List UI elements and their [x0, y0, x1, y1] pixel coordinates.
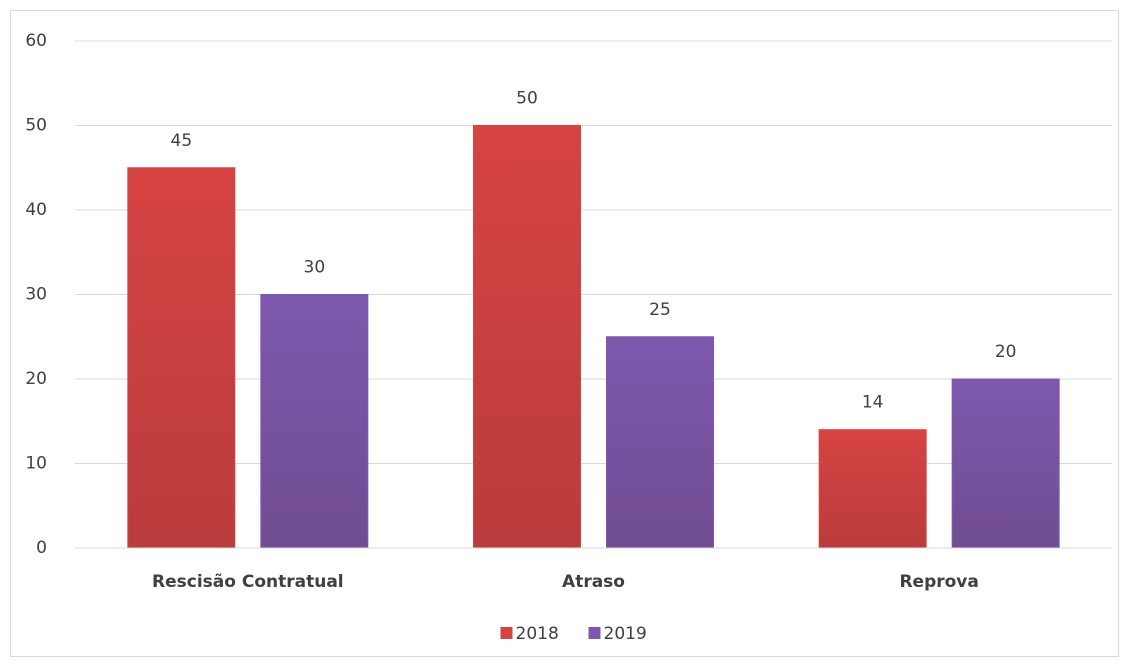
data-label: 14	[862, 393, 884, 413]
bar	[951, 378, 1060, 549]
x-tick-label: Reprova	[899, 572, 978, 592]
bar	[127, 167, 236, 549]
y-tick-label: 60	[25, 31, 47, 51]
y-tick-label: 10	[25, 454, 47, 474]
bar	[606, 336, 714, 549]
y-tick-label: 50	[25, 116, 47, 136]
bar	[473, 125, 581, 549]
data-label: 20	[995, 342, 1017, 362]
legend-label: 2019	[604, 624, 647, 644]
data-label: 45	[171, 131, 193, 151]
y-tick-label: 20	[25, 369, 47, 389]
y-tick-label: 0	[36, 538, 47, 558]
legend-swatch	[588, 627, 601, 639]
data-label: 30	[304, 258, 326, 278]
y-tick-label: 40	[25, 200, 47, 220]
legend-label: 2018	[516, 624, 559, 644]
bar	[260, 294, 369, 549]
data-label: 25	[649, 300, 671, 320]
bar	[818, 429, 927, 549]
x-tick-label: Rescisão Contratual	[152, 572, 344, 592]
y-tick-label: 30	[25, 285, 47, 305]
data-label: 50	[516, 89, 538, 109]
x-tick-label: Atraso	[562, 572, 625, 592]
legend-swatch	[500, 627, 513, 639]
